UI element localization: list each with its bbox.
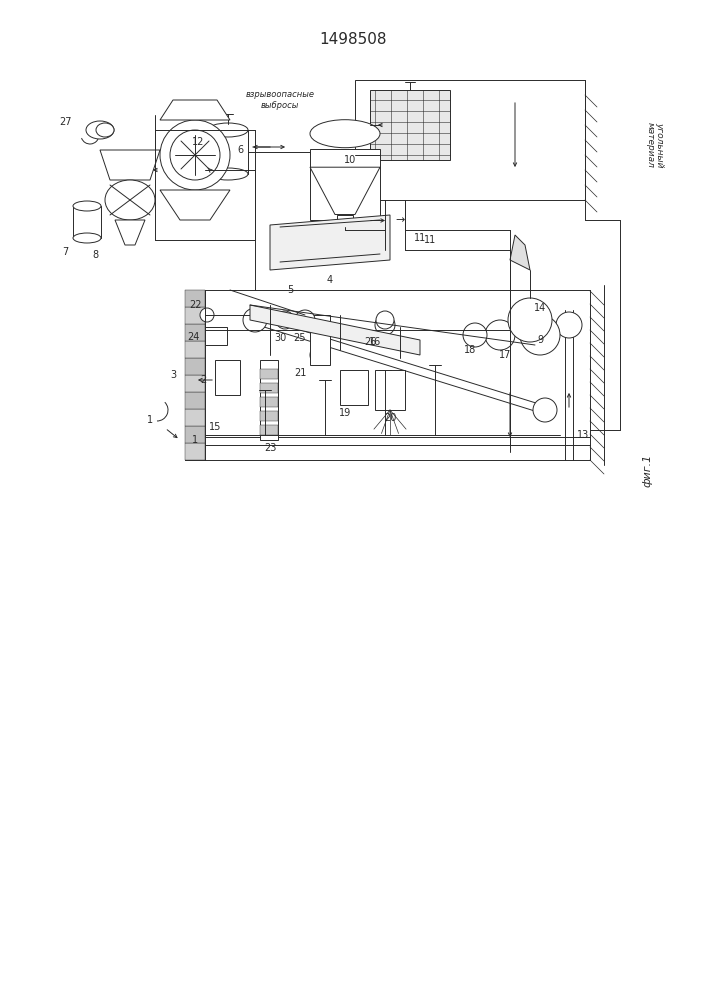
Text: 23: 23	[264, 443, 276, 453]
Text: 8: 8	[92, 250, 98, 260]
Bar	[337, 215, 353, 227]
Text: 17: 17	[499, 350, 511, 360]
Text: 14: 14	[534, 303, 546, 313]
Text: 3: 3	[170, 370, 176, 380]
Polygon shape	[160, 100, 230, 120]
Circle shape	[533, 398, 557, 422]
Text: 25: 25	[293, 333, 306, 343]
Circle shape	[160, 120, 230, 190]
Text: 13: 13	[577, 430, 589, 440]
Polygon shape	[260, 411, 278, 421]
Polygon shape	[185, 358, 205, 375]
Polygon shape	[185, 324, 205, 341]
Text: 11: 11	[424, 235, 436, 245]
Circle shape	[170, 130, 220, 180]
Text: 6: 6	[237, 145, 243, 155]
Text: 1: 1	[192, 435, 198, 445]
Bar	[375, 370, 405, 410]
Text: 24: 24	[187, 332, 199, 342]
Bar	[310, 148, 380, 220]
Polygon shape	[310, 167, 380, 215]
Polygon shape	[185, 375, 205, 392]
Polygon shape	[260, 383, 278, 393]
Circle shape	[276, 311, 294, 329]
Bar	[340, 370, 368, 405]
Circle shape	[376, 311, 394, 329]
Text: 12: 12	[192, 137, 204, 147]
Text: 2: 2	[200, 375, 206, 385]
Polygon shape	[260, 425, 278, 435]
Bar	[208, 130, 248, 174]
Text: угольный
материал: угольный материал	[645, 122, 665, 168]
Bar	[205, 327, 227, 345]
Polygon shape	[185, 392, 205, 409]
Ellipse shape	[96, 123, 114, 137]
Text: 27: 27	[59, 117, 71, 127]
Text: 10: 10	[344, 155, 356, 165]
Ellipse shape	[310, 120, 380, 148]
Circle shape	[520, 315, 560, 355]
Text: 22: 22	[189, 300, 201, 310]
Ellipse shape	[105, 180, 155, 220]
Polygon shape	[270, 215, 390, 270]
Bar	[310, 315, 330, 365]
Text: →: →	[395, 216, 404, 226]
Text: фиг.1: фиг.1	[642, 453, 652, 487]
Polygon shape	[100, 150, 160, 180]
Bar	[215, 360, 240, 395]
Circle shape	[463, 323, 487, 347]
Polygon shape	[185, 307, 205, 324]
Text: 1498508: 1498508	[320, 32, 387, 47]
Circle shape	[295, 310, 315, 330]
Text: 4: 4	[327, 275, 333, 285]
Polygon shape	[115, 220, 145, 245]
Text: 18: 18	[464, 345, 476, 355]
Bar	[370, 90, 450, 160]
Bar	[260, 360, 278, 440]
Polygon shape	[250, 305, 420, 355]
Text: 9: 9	[537, 335, 543, 345]
Ellipse shape	[208, 123, 248, 137]
Text: 7: 7	[62, 247, 68, 257]
Bar	[73, 206, 101, 238]
Circle shape	[556, 312, 582, 338]
Text: 16: 16	[369, 337, 381, 347]
Text: 30: 30	[274, 333, 286, 343]
Circle shape	[508, 298, 552, 342]
Polygon shape	[185, 443, 205, 460]
Circle shape	[200, 308, 214, 322]
Text: 1: 1	[147, 415, 153, 425]
Bar	[355, 80, 585, 200]
Ellipse shape	[73, 233, 101, 243]
Polygon shape	[160, 190, 230, 220]
Text: 19: 19	[339, 408, 351, 418]
Circle shape	[485, 320, 515, 350]
Text: взрывоопасные
выбросы: взрывоопасные выбросы	[245, 90, 315, 110]
Polygon shape	[510, 235, 530, 270]
Text: 11: 11	[414, 233, 426, 243]
Polygon shape	[185, 290, 205, 307]
Text: 26: 26	[364, 337, 376, 347]
Circle shape	[243, 308, 267, 332]
Text: 15: 15	[209, 422, 221, 432]
Polygon shape	[185, 409, 205, 426]
Circle shape	[375, 315, 395, 335]
Text: 21: 21	[294, 368, 306, 378]
Polygon shape	[185, 341, 205, 358]
Polygon shape	[260, 397, 278, 407]
Ellipse shape	[208, 168, 248, 180]
Text: 5: 5	[287, 285, 293, 295]
Ellipse shape	[73, 201, 101, 211]
Text: 20: 20	[384, 413, 396, 423]
Polygon shape	[185, 426, 205, 443]
Ellipse shape	[86, 121, 114, 139]
Polygon shape	[260, 369, 278, 379]
